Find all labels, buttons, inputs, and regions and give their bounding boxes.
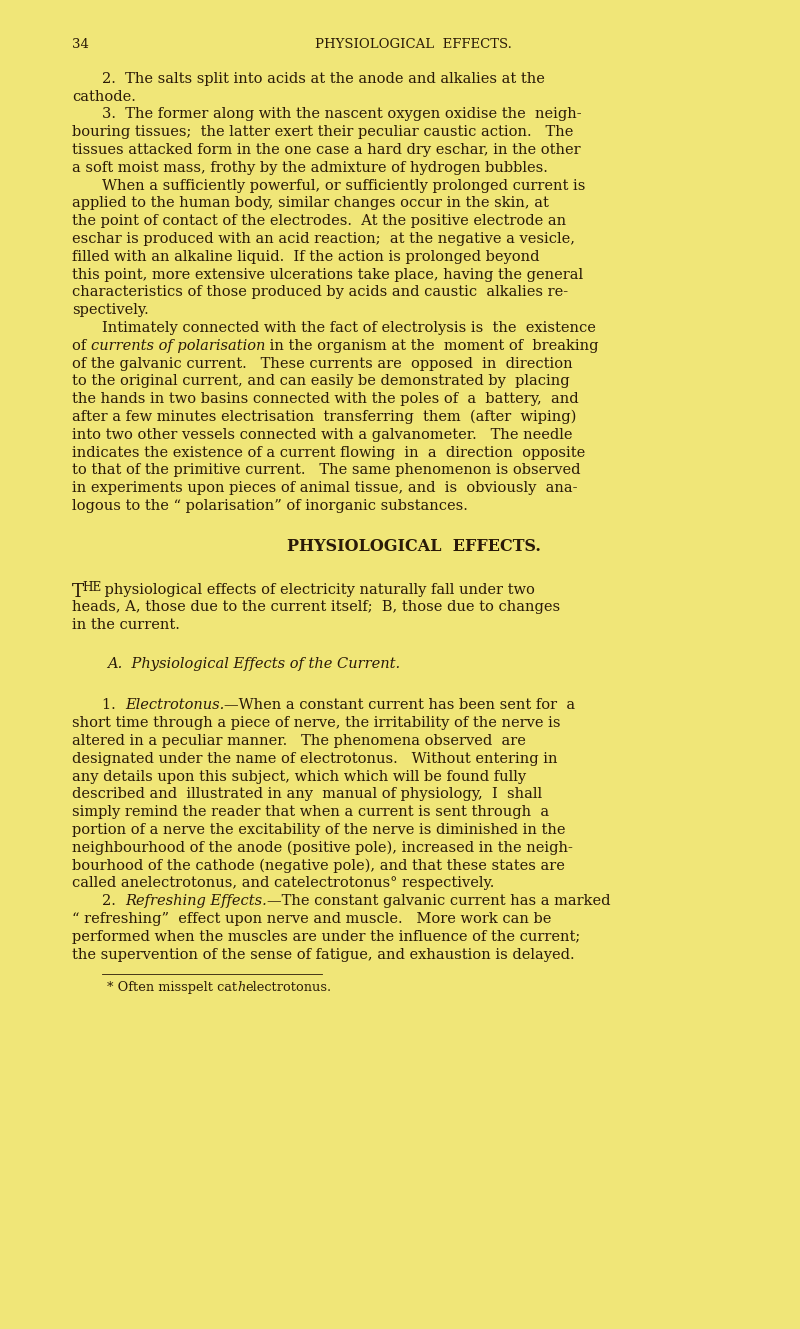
Text: tissues attacked form in the one case a hard dry eschar, in the other: tissues attacked form in the one case a … bbox=[72, 144, 581, 157]
Text: short time through a piece of nerve, the irritability of the nerve is: short time through a piece of nerve, the… bbox=[72, 716, 561, 730]
Text: of: of bbox=[72, 339, 91, 352]
Text: cathode.: cathode. bbox=[72, 89, 136, 104]
Text: bourhood of the cathode (negative pole), and that these states are: bourhood of the cathode (negative pole),… bbox=[72, 859, 565, 873]
Text: PHYSIOLOGICAL  EFFECTS.: PHYSIOLOGICAL EFFECTS. bbox=[315, 39, 512, 51]
Text: the supervention of the sense of fatigue, and exhaustion is delayed.: the supervention of the sense of fatigue… bbox=[72, 948, 574, 962]
Text: after a few minutes electrisation  transferring  them  (after  wiping): after a few minutes electrisation transf… bbox=[72, 411, 576, 424]
Text: bouring tissues;  the latter exert their peculiar caustic action.   The: bouring tissues; the latter exert their … bbox=[72, 125, 574, 140]
Text: 2.  The salts split into acids at the anode and alkalies at the: 2. The salts split into acids at the ano… bbox=[102, 72, 545, 86]
Text: HE: HE bbox=[82, 581, 102, 594]
Text: currents of polarisation: currents of polarisation bbox=[91, 339, 266, 352]
Text: eschar is produced with an acid reaction;  at the negative a vesicle,: eschar is produced with an acid reaction… bbox=[72, 233, 575, 246]
Text: called anelectrotonus, and catelectrotonus° respectively.: called anelectrotonus, and catelectroton… bbox=[72, 876, 494, 890]
Text: into two other vessels connected with a galvanometer.   The needle: into two other vessels connected with a … bbox=[72, 428, 573, 441]
Text: applied to the human body, similar changes occur in the skin, at: applied to the human body, similar chang… bbox=[72, 197, 549, 210]
Text: logous to the “ polarisation” of inorganic substances.: logous to the “ polarisation” of inorgan… bbox=[72, 498, 468, 513]
Text: neighbourhood of the anode (positive pole), increased in the neigh-: neighbourhood of the anode (positive pol… bbox=[72, 841, 573, 855]
Text: electrotonus.: electrotonus. bbox=[246, 981, 331, 994]
Text: A.  Physiological Effects of the Current.: A. Physiological Effects of the Current. bbox=[107, 658, 400, 671]
Text: filled with an alkaline liquid.  If the action is prolonged beyond: filled with an alkaline liquid. If the a… bbox=[72, 250, 539, 264]
Text: simply remind the reader that when a current is sent through  a: simply remind the reader that when a cur… bbox=[72, 805, 549, 819]
Text: “ refreshing”  effect upon nerve and muscle.   More work can be: “ refreshing” effect upon nerve and musc… bbox=[72, 912, 551, 926]
Text: T: T bbox=[72, 582, 84, 601]
Text: this point, more extensive ulcerations take place, having the general: this point, more extensive ulcerations t… bbox=[72, 267, 583, 282]
Text: a soft moist mass, frothy by the admixture of hydrogen bubbles.: a soft moist mass, frothy by the admixtu… bbox=[72, 161, 548, 175]
Text: altered in a peculiar manner.   The phenomena observed  are: altered in a peculiar manner. The phenom… bbox=[72, 734, 526, 748]
Text: 3.  The former along with the nascent oxygen oxidise the  neigh-: 3. The former along with the nascent oxy… bbox=[102, 108, 582, 121]
Text: h: h bbox=[237, 981, 246, 994]
Text: designated under the name of electrotonus.   Without entering in: designated under the name of electrotonu… bbox=[72, 752, 558, 766]
Text: performed when the muscles are under the influence of the current;: performed when the muscles are under the… bbox=[72, 930, 580, 944]
Text: When a sufficiently powerful, or sufficiently prolonged current is: When a sufficiently powerful, or suffici… bbox=[102, 178, 586, 193]
Text: heads, A, those due to the current itself;  B, those due to changes: heads, A, those due to the current itsel… bbox=[72, 601, 560, 614]
Text: described and  illustrated in any  manual of physiology,  I  shall: described and illustrated in any manual … bbox=[72, 787, 542, 801]
Text: any details upon this subject, which which will be found fully: any details upon this subject, which whi… bbox=[72, 769, 526, 784]
Text: of the galvanic current.   These currents are  opposed  in  direction: of the galvanic current. These currents … bbox=[72, 356, 573, 371]
Text: —The constant galvanic current has a marked: —The constant galvanic current has a mar… bbox=[267, 894, 610, 908]
Text: to that of the primitive current.   The same phenomenon is observed: to that of the primitive current. The sa… bbox=[72, 464, 581, 477]
Text: —When a constant current has been sent for  a: —When a constant current has been sent f… bbox=[224, 698, 575, 712]
Text: in experiments upon pieces of animal tissue, and  is  obviously  ana-: in experiments upon pieces of animal tis… bbox=[72, 481, 578, 496]
Text: the point of contact of the electrodes.  At the positive electrode an: the point of contact of the electrodes. … bbox=[72, 214, 566, 229]
Text: to the original current, and can easily be demonstrated by  placing: to the original current, and can easily … bbox=[72, 375, 570, 388]
Text: Intimately connected with the fact of electrolysis is  the  existence: Intimately connected with the fact of el… bbox=[102, 322, 596, 335]
Text: 2.: 2. bbox=[102, 894, 125, 908]
Text: the hands in two basins connected with the poles of  a  battery,  and: the hands in two basins connected with t… bbox=[72, 392, 578, 407]
Text: in the current.: in the current. bbox=[72, 618, 180, 633]
Text: * Often misspelt cat: * Often misspelt cat bbox=[107, 981, 237, 994]
Text: physiological effects of electricity naturally fall under two: physiological effects of electricity nat… bbox=[100, 582, 535, 597]
Text: Refreshing Effects.: Refreshing Effects. bbox=[125, 894, 267, 908]
Text: characteristics of those produced by acids and caustic  alkalies re-: characteristics of those produced by aci… bbox=[72, 286, 568, 299]
Text: Electrotonus.: Electrotonus. bbox=[125, 698, 224, 712]
Text: portion of a nerve the excitability of the nerve is diminished in the: portion of a nerve the excitability of t… bbox=[72, 823, 566, 837]
Text: 34: 34 bbox=[72, 39, 89, 51]
Text: 1.: 1. bbox=[102, 698, 125, 712]
Text: in the organism at the  moment of  breaking: in the organism at the moment of breakin… bbox=[266, 339, 598, 352]
Text: indicates the existence of a current flowing  in  a  direction  opposite: indicates the existence of a current flo… bbox=[72, 445, 586, 460]
Text: spectively.: spectively. bbox=[72, 303, 149, 318]
Text: PHYSIOLOGICAL  EFFECTS.: PHYSIOLOGICAL EFFECTS. bbox=[286, 538, 541, 556]
